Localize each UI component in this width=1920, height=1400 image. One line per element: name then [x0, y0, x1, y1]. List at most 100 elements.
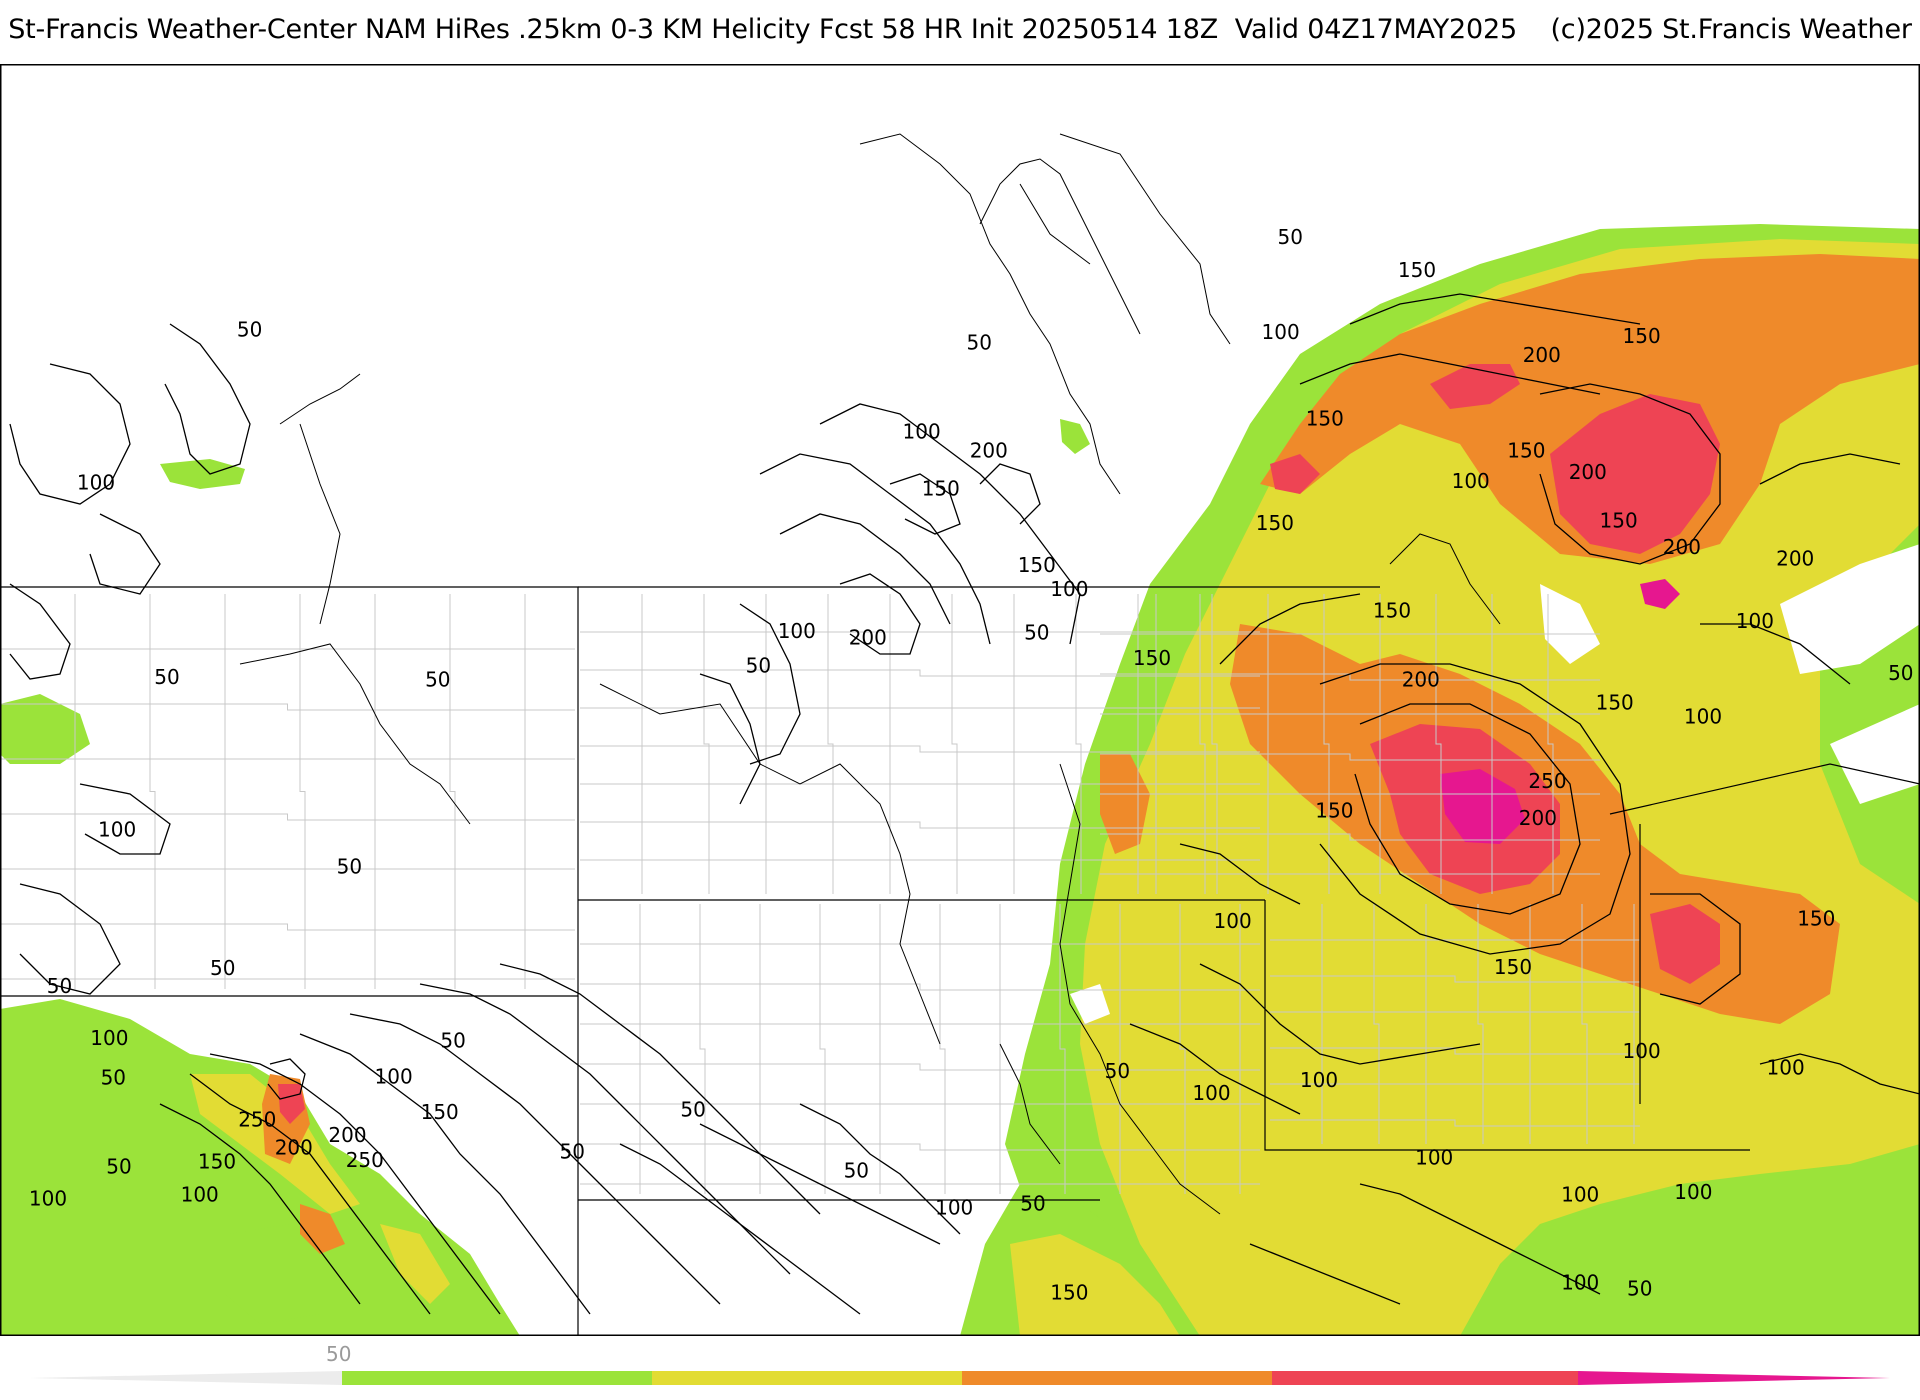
colorbar-150	[962, 1371, 1272, 1385]
contour-label: 50	[1888, 661, 1913, 685]
shade-200-upper	[1550, 394, 1720, 554]
map-frame	[0, 64, 1920, 1336]
contour-label: 150	[1306, 407, 1344, 431]
shade-50-small2	[1060, 419, 1090, 454]
shade-100-south	[1010, 1234, 1180, 1336]
shade-50-southwest	[225, 1224, 330, 1324]
contour-label: 100	[29, 1186, 67, 1210]
contour-label: 150	[1050, 1281, 1088, 1305]
contour-label: 150	[1507, 439, 1545, 463]
lake-masks	[1070, 544, 1920, 1024]
contour-label: 200	[275, 1136, 313, 1160]
contour-label: 150	[1600, 508, 1638, 532]
contour-label: 50	[337, 854, 362, 878]
contour-label: 200	[1776, 547, 1814, 571]
contour-label: 100	[98, 818, 136, 842]
contour-label: 100	[1561, 1183, 1599, 1207]
shade-200-upper2	[1430, 364, 1520, 409]
shade-50-small	[160, 459, 245, 489]
contour-label: 50	[440, 1029, 465, 1053]
contour-label: 150	[1373, 599, 1411, 623]
contour-label: 50	[1024, 620, 1049, 644]
colorbar-100	[652, 1371, 962, 1385]
shade-200-east	[1650, 904, 1720, 984]
contour-label: 50	[101, 1066, 126, 1090]
contour-label: 50	[844, 1158, 869, 1182]
contour-label: 50	[210, 956, 235, 980]
contour-label: 150	[1596, 690, 1634, 714]
shade-50-west	[0, 999, 520, 1336]
contour-label: 100	[1050, 577, 1088, 601]
contour-label: 100	[181, 1183, 219, 1207]
contour-label: 250	[1528, 769, 1566, 793]
colorbar-high-tip	[1578, 1371, 1890, 1385]
coastlines-rivers	[239, 133, 1501, 1215]
contour-label: 250	[346, 1148, 384, 1172]
contour-label: 200	[1523, 343, 1561, 367]
contour-label: 150	[1315, 798, 1353, 822]
helicity-contours	[9, 293, 1920, 1315]
shade-150-sw	[300, 1204, 345, 1254]
contour-label: 100	[903, 419, 941, 443]
contour-label: 50	[425, 667, 450, 691]
contour-label: 100	[1262, 320, 1300, 344]
contour-label: 150	[1623, 324, 1661, 348]
contour-label: 50	[237, 318, 262, 342]
shade-100-west2	[380, 1224, 450, 1304]
contour-label: 150	[1494, 955, 1532, 979]
contour-label: 200	[970, 439, 1008, 463]
contour-label: 50	[1105, 1059, 1130, 1083]
contour-label: 150	[1256, 511, 1294, 535]
contour-label: 150	[1797, 907, 1835, 931]
contour-label: 50	[746, 653, 771, 677]
contour-label: 50	[966, 330, 991, 354]
contour-label: 100	[1767, 1055, 1805, 1079]
contour-label: 100	[375, 1064, 413, 1088]
contour-label: 50	[559, 1139, 584, 1163]
colorbar	[30, 1371, 1890, 1385]
contour-label: 200	[1663, 535, 1701, 559]
map-title: St-Francis Weather-Center NAM HiRes .25k…	[8, 14, 1912, 45]
shade-200-nw	[1270, 454, 1320, 494]
shade-250-upper	[1640, 579, 1680, 609]
contour-label: 50	[680, 1097, 705, 1121]
colorbar-200	[1272, 1371, 1578, 1385]
contour-label: 100	[1736, 609, 1774, 633]
contour-label: 50	[154, 665, 179, 689]
contour-label: 200	[1519, 806, 1557, 830]
colorbar-low-tip	[30, 1371, 342, 1385]
contour-label: 50	[47, 974, 72, 998]
contour-label: 100	[1214, 909, 1252, 933]
contour-label: 100	[778, 619, 816, 643]
state-boundaries	[0, 586, 1920, 1336]
contour-label: 150	[1133, 646, 1171, 670]
contour-label: 50	[106, 1155, 131, 1179]
contour-label: 150	[198, 1150, 236, 1174]
contour-label: 100	[1561, 1270, 1599, 1294]
contour-label: 100	[1623, 1039, 1661, 1063]
colorbar-50	[342, 1371, 652, 1385]
contour-label: 100	[1192, 1081, 1230, 1105]
contour-label: 100	[1684, 704, 1722, 728]
shade-150-upper	[1260, 254, 1920, 564]
helicity-shading	[0, 224, 1920, 1336]
contour-label: 150	[922, 477, 960, 501]
contour-label: 50	[1020, 1192, 1045, 1216]
contour-label: 100	[935, 1195, 973, 1219]
contour-label: 200	[849, 625, 887, 649]
contour-label: 100	[1415, 1146, 1453, 1170]
contour-label: 100	[77, 470, 115, 494]
contour-label: 250	[238, 1108, 276, 1132]
contour-label: 100	[90, 1026, 128, 1050]
contour-label: 50	[1277, 225, 1302, 249]
contour-label: 150	[421, 1100, 459, 1124]
shade-50-nw-patch	[0, 694, 90, 764]
contour-label: 50	[1627, 1277, 1652, 1301]
colorbar-label: 50	[326, 1342, 352, 1366]
contour-label: 200	[328, 1123, 366, 1147]
contour-label: 150	[1018, 553, 1056, 577]
contour-label: 200	[1569, 460, 1607, 484]
contour-label: 150	[1398, 258, 1436, 282]
contour-label: 100	[1452, 469, 1490, 493]
